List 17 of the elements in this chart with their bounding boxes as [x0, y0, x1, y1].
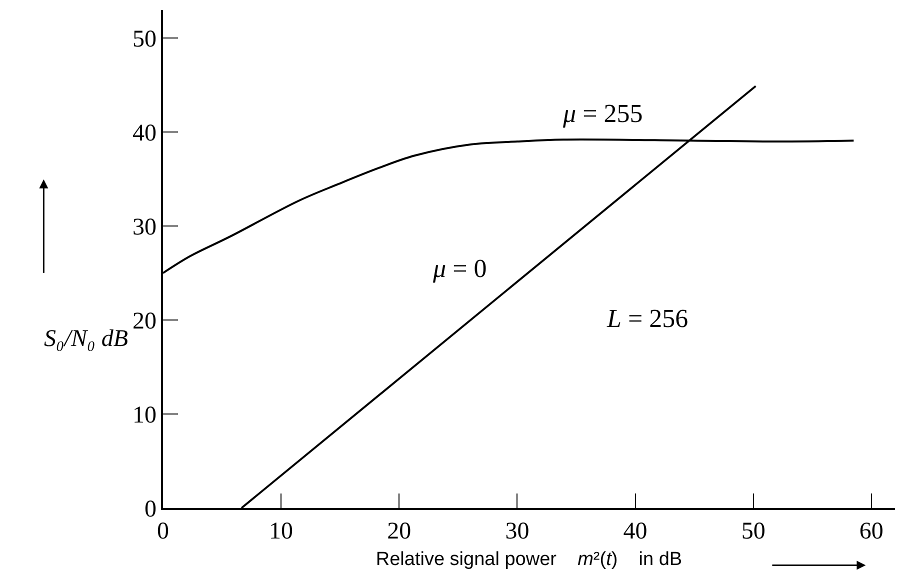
y-axis-title: S₀/N₀ dB [44, 326, 128, 352]
x-tick-label: 60 [859, 518, 884, 545]
y-tick-label: 0 [144, 496, 156, 522]
y-tick-label: 50 [132, 26, 156, 53]
series-label: μ = 255 [562, 99, 643, 128]
x-tick-label: 20 [387, 518, 412, 545]
x-tick-label: 40 [623, 518, 648, 545]
y-tick-label: 20 [132, 308, 156, 334]
x-axis-title: Relative signal power m²(t) in dB [376, 548, 682, 570]
y-tick-label: 30 [132, 214, 156, 241]
y-tick-label: 10 [132, 402, 156, 428]
x-tick-label: 50 [741, 518, 766, 545]
y-tick-label: 40 [132, 120, 156, 147]
x-tick-label: 30 [505, 518, 530, 545]
x-tick-label: 10 [269, 518, 294, 545]
annotation: L = 256 [606, 304, 688, 333]
series-label: μ = 0 [432, 254, 487, 283]
